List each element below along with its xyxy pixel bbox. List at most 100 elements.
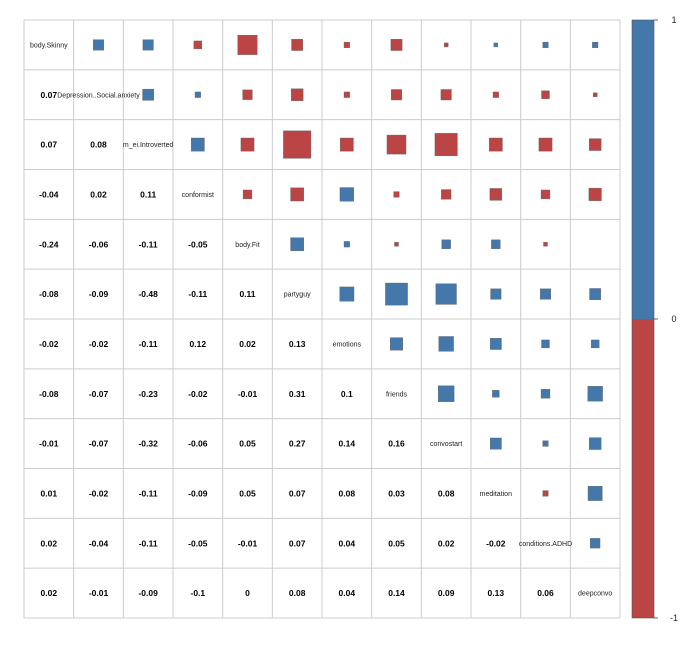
- correlation-square: [589, 288, 601, 300]
- correlation-square: [438, 336, 454, 352]
- correlation-value: -0.01: [39, 439, 59, 449]
- correlation-square: [538, 137, 553, 152]
- correlation-value: -0.02: [188, 389, 208, 399]
- correlation-value: -0.09: [138, 588, 158, 598]
- correlation-value: 0.02: [41, 538, 58, 548]
- correlation-value: -0.08: [39, 289, 59, 299]
- correlation-value: 0.07: [289, 488, 306, 498]
- variable-label: conditions.ADHD: [519, 541, 572, 548]
- correlation-square: [588, 187, 602, 201]
- correlation-value: -0.11: [188, 289, 207, 299]
- correlation-square: [441, 239, 451, 249]
- correlation-value: 0.14: [388, 588, 405, 598]
- correlation-value: 0.09: [438, 588, 455, 598]
- correlation-square: [493, 42, 499, 48]
- correlation-value: -0.06: [188, 439, 208, 449]
- correlation-square: [291, 88, 304, 101]
- correlation-value: 0.04: [339, 538, 356, 548]
- correlation-square: [492, 91, 499, 98]
- color-legend: 1 0 -1: [631, 15, 678, 623]
- correlation-square: [541, 90, 550, 99]
- correlation-square: [290, 237, 304, 252]
- correlation-value: 0.04: [339, 588, 356, 598]
- correlation-square: [541, 339, 550, 349]
- correlation-square: [393, 191, 400, 198]
- correlation-value: -0.1: [191, 588, 206, 598]
- correlation-value: 0.07: [289, 538, 306, 548]
- correlation-square: [343, 241, 350, 248]
- matrix-grid: [23, 19, 621, 619]
- correlation-value: -0.01: [238, 538, 258, 548]
- correlation-value: 0.12: [190, 339, 207, 349]
- correlation-square: [194, 91, 201, 98]
- correlation-value: 0.02: [90, 189, 107, 199]
- correlation-value: -0.09: [89, 289, 109, 299]
- correlation-value: 0.08: [438, 488, 455, 498]
- correlation-value: 0.05: [239, 439, 256, 449]
- correlation-square: [489, 137, 503, 152]
- correlation-square: [540, 389, 551, 399]
- correlation-square: [339, 286, 355, 302]
- correlation-value: -0.01: [238, 389, 258, 399]
- correlation-square: [343, 41, 350, 48]
- correlation-value: -0.05: [188, 538, 208, 548]
- correlation-value: -0.04: [89, 538, 109, 548]
- correlation-value: -0.02: [486, 538, 506, 548]
- correlation-square: [592, 41, 599, 48]
- correlation-value: 0.08: [339, 488, 356, 498]
- correlation-value: 0.13: [488, 588, 505, 598]
- correlation-value: 0.1: [341, 389, 353, 399]
- variable-label: body.Fit: [235, 242, 259, 249]
- correlation-square: [434, 133, 458, 157]
- correlation-value: -0.07: [89, 439, 109, 449]
- correlation-value: -0.07: [89, 389, 109, 399]
- correlation-square: [435, 283, 457, 305]
- correlation-value: -0.23: [138, 389, 158, 399]
- correlation-value: 0.01: [41, 488, 58, 498]
- correlation-value: 0.08: [90, 140, 107, 150]
- correlation-value: 0.31: [289, 389, 306, 399]
- correlation-square: [142, 39, 154, 51]
- correlation-value: 0.06: [537, 588, 554, 598]
- correlation-value: 0.05: [239, 488, 256, 498]
- correlation-square: [542, 490, 549, 497]
- correlation-square: [590, 339, 600, 349]
- correlation-square: [394, 242, 399, 247]
- variable-label: deepconvo: [578, 591, 612, 598]
- correlation-square: [492, 390, 500, 398]
- variable-label: body.Skinny: [30, 42, 68, 49]
- correlation-value: 0.27: [289, 439, 306, 449]
- correlation-square: [542, 440, 549, 447]
- variable-label: meditation: [480, 491, 512, 498]
- correlation-value: 0.05: [388, 538, 405, 548]
- correlation-value: 0.03: [388, 488, 405, 498]
- legend-negative-band: [632, 319, 654, 618]
- legend-tick-label: 0: [671, 314, 676, 324]
- correlation-square: [440, 89, 452, 101]
- correlation-value: 0.11: [239, 289, 255, 299]
- correlation-square: [283, 130, 312, 159]
- correlation-square: [540, 288, 551, 300]
- variable-label: partyguy: [284, 292, 311, 299]
- variable-label: emotions: [333, 341, 362, 348]
- correlation-value: 0: [245, 588, 250, 598]
- correlation-square: [589, 437, 602, 450]
- correlation-value: -0.02: [89, 488, 109, 498]
- correlation-square: [589, 138, 602, 151]
- correlation-square: [390, 337, 403, 351]
- correlation-square: [242, 89, 253, 100]
- correlation-square: [193, 40, 203, 50]
- correlation-value: 0.07: [41, 90, 58, 100]
- legend-tick-label: -1: [670, 613, 678, 623]
- correlation-square: [343, 91, 350, 98]
- correlation-square: [590, 538, 601, 549]
- correlation-square: [142, 88, 154, 101]
- correlation-value: -0.24: [39, 239, 59, 249]
- correlation-value: 0.02: [239, 339, 256, 349]
- correlation-square: [491, 239, 501, 249]
- correlation-square: [438, 385, 455, 402]
- correlation-value: -0.11: [139, 239, 158, 249]
- correlation-square: [390, 39, 403, 51]
